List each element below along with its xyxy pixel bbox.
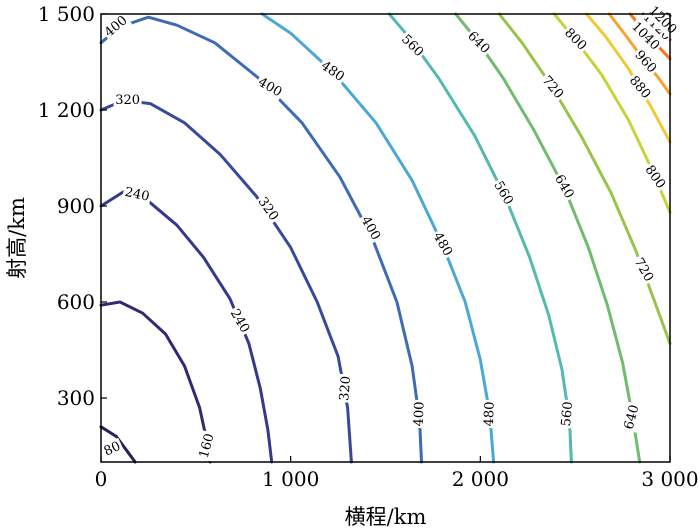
contour-label-160-0: 160	[195, 430, 219, 462]
x-tick-label: 0	[95, 467, 108, 491]
contour-label-text: 560	[559, 401, 576, 427]
contour-labels: 80 16024024032032032040040040040048048048…	[99, 2, 681, 462]
contour-label-880-0: 880	[624, 71, 655, 104]
y-axis-title: 射高/km	[5, 197, 29, 279]
y-tick-label: 300	[57, 386, 95, 410]
contour-label-800-0: 800	[559, 24, 591, 56]
y-tick-label: 900	[57, 194, 95, 218]
contour-label-640-0: 640	[462, 27, 494, 59]
contour-label-240-0: 240	[121, 184, 153, 206]
contour-label-text: 400	[412, 401, 428, 426]
contour-label-720-0: 720	[537, 71, 568, 104]
contour-label-text: 160	[197, 432, 218, 460]
contour-label-800-1: 800	[640, 161, 670, 194]
contour-label-text: 320	[337, 375, 354, 401]
x-tick-label: 1 000	[262, 467, 319, 491]
contour-line-880	[585, 12, 672, 144]
contour-label-320-0: 320	[113, 92, 142, 109]
plot-frame	[100, 13, 671, 463]
contour-label-80-0: 80	[99, 437, 125, 461]
contour-label-560-2: 560	[558, 399, 577, 429]
contour-line-400	[99, 15, 423, 464]
contour-label-240-1: 240	[225, 305, 254, 338]
contour-label-640-2: 640	[620, 401, 644, 433]
contour-label-560-1: 560	[489, 177, 518, 210]
contour-line-320	[99, 98, 353, 464]
y-tick-label: 1 200	[38, 98, 95, 122]
contour-label-720-1: 720	[629, 253, 658, 287]
y-tick-label: 1 500	[38, 2, 95, 26]
contour-line-640	[454, 12, 642, 464]
contour-label-text: 240	[123, 185, 150, 205]
x-axis-ticks: 0 1 000 2 000 3 000	[95, 456, 699, 491]
contour-lines	[99, 12, 672, 464]
contour-label-text: 320	[115, 93, 140, 108]
y-axis-ticks: 300 600 900 1 200 1 500	[38, 2, 107, 410]
contour-label-480-2: 480	[481, 399, 499, 429]
contour-line-480	[260, 12, 496, 464]
contour-label-text: 80	[102, 439, 123, 460]
contour-line-720	[497, 12, 672, 346]
contour-label-400-0: 400	[100, 11, 133, 42]
contour-line-560	[387, 12, 573, 464]
y-tick-label: 600	[57, 290, 95, 314]
x-axis-title: 横程/km	[345, 505, 427, 529]
contour-label-text: 480	[482, 401, 498, 426]
x-tick-label: 3 000	[641, 467, 698, 491]
contour-label-640-1: 640	[549, 170, 578, 203]
contour-label-text: 640	[622, 403, 643, 431]
contour-label-400-3: 400	[411, 399, 429, 429]
x-tick-label: 2 000	[452, 467, 509, 491]
contour-label-480-1: 480	[428, 228, 457, 261]
contour-line-80	[99, 425, 137, 464]
contour-label-320-2: 320	[336, 373, 355, 404]
